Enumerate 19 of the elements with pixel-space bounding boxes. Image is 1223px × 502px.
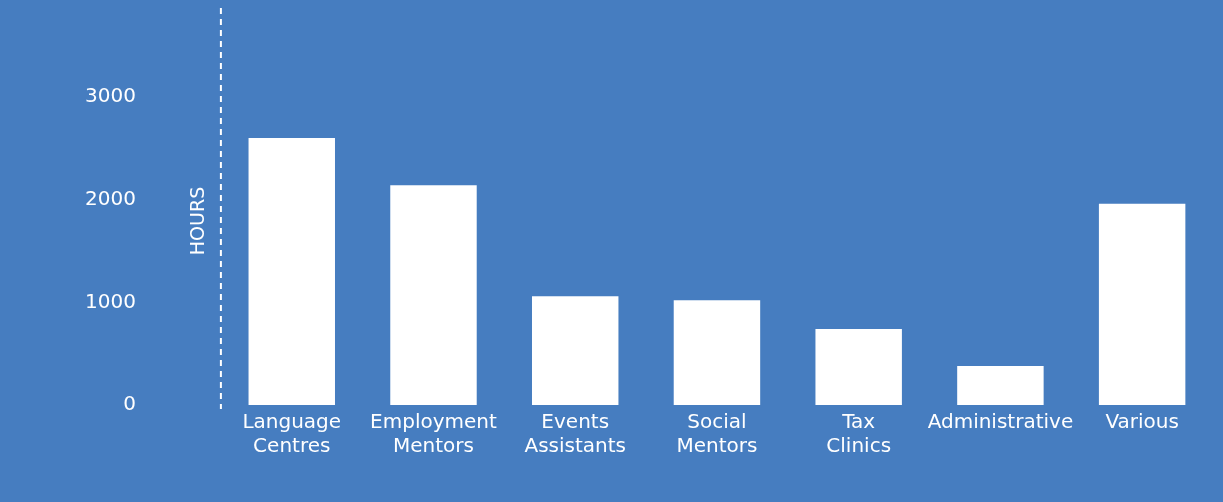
y-axis-title: HOURS [185,186,208,256]
bar [1098,203,1186,405]
x-tick-label: Employment Mentors [370,409,498,458]
x-tick-label: Events Assistants [524,409,626,458]
x-tick-label: Administrative [927,409,1074,434]
y-tick-label: 3000 [84,83,136,108]
y-tick-label: 1000 [84,288,136,313]
x-tick-label: Various [1105,409,1179,434]
bar [673,300,761,405]
bar [815,329,902,405]
x-tick-label: Language Centres [242,409,342,458]
x-tick-label: Social Mentors [676,409,758,458]
bar [248,138,335,405]
bar [957,365,1044,405]
bar [531,296,619,405]
x-tick-label: Tax Clinics [826,409,892,458]
y-tick-label: 2000 [84,185,136,210]
bar [390,185,477,405]
y-tick-label: 0 [123,391,136,416]
